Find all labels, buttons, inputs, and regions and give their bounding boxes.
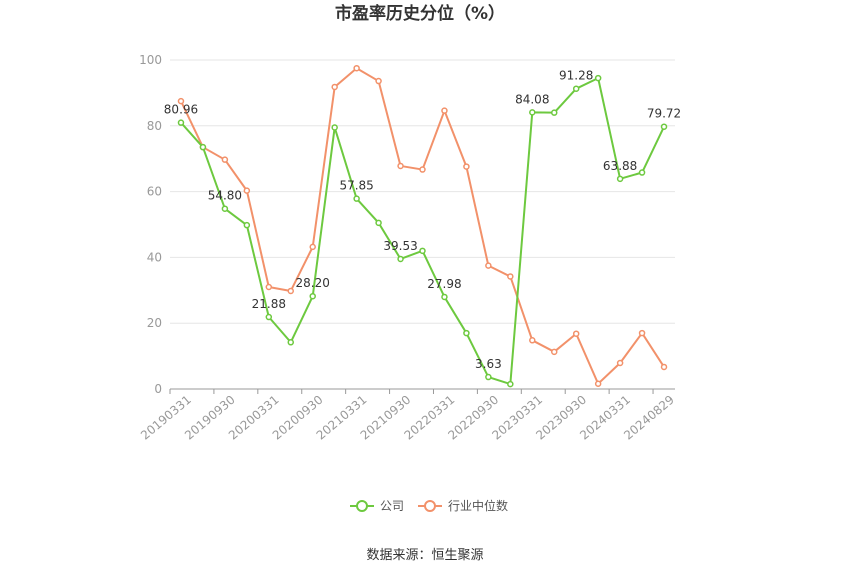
series-0-point[interactable] (309, 292, 316, 300)
data-label: 39.53 (383, 239, 417, 253)
series-0-point[interactable] (441, 293, 448, 301)
series-0-point[interactable] (529, 109, 536, 116)
data-label: 21.88 (252, 297, 286, 311)
series-1-point[interactable] (463, 163, 470, 170)
series-0-point[interactable] (177, 119, 185, 126)
series-1-point[interactable] (353, 64, 360, 72)
series-1-point[interactable] (485, 262, 492, 269)
series-1-point[interactable] (660, 363, 668, 371)
series-line-1 (180, 67, 665, 385)
data-label: 57.85 (339, 179, 373, 193)
data-label: 3.63 (475, 357, 502, 371)
series-0-point[interactable] (660, 123, 668, 130)
series-1-point[interactable] (572, 330, 580, 337)
series-0-point[interactable] (265, 313, 273, 321)
data-label: 63.88 (603, 159, 637, 173)
legend-label: 行业中位数 (448, 498, 508, 513)
series-0-point[interactable] (485, 373, 492, 381)
data-source: 数据来源：恒生聚源 (366, 548, 483, 563)
data-label: 28.20 (296, 276, 330, 290)
series-0-point[interactable] (594, 74, 602, 82)
series-1-point[interactable] (507, 273, 514, 280)
y-tick-label: 60 (147, 185, 162, 199)
data-label: 80.96 (164, 103, 198, 117)
series-lines (177, 64, 668, 388)
series-0-point[interactable] (572, 85, 580, 92)
y-tick-label: 0 (154, 382, 162, 396)
legend-swatch-marker (356, 500, 368, 512)
series-0-point[interactable] (221, 205, 229, 212)
series-1-point[interactable] (243, 187, 251, 194)
y-tick-label: 80 (147, 119, 162, 133)
series-0-point[interactable] (463, 329, 470, 337)
data-labels: 80.96 54.80 21.88 28.20 57.85 39.53 27.98 3.63 8… (164, 69, 681, 371)
series-1-point[interactable] (265, 283, 273, 291)
series-1-point[interactable] (441, 107, 448, 114)
series-0-point[interactable] (199, 143, 207, 151)
y-tick-label: 20 (147, 316, 162, 330)
series-1-point[interactable] (375, 77, 382, 85)
series-1-point[interactable] (397, 162, 404, 170)
series-1-point[interactable] (221, 156, 229, 163)
series-0-point[interactable] (243, 221, 251, 229)
series-0-point[interactable] (616, 175, 624, 183)
series-0-point[interactable] (397, 255, 404, 263)
legend-item-0[interactable]: 公司 (350, 499, 404, 513)
data-label: 54.80 (208, 189, 242, 203)
series-0-point[interactable] (375, 219, 382, 227)
series-0-point[interactable] (331, 124, 338, 131)
data-label: 79.72 (647, 107, 681, 121)
legend-item-1[interactable]: 行业中位数 (418, 498, 508, 513)
series-0-point[interactable] (507, 380, 514, 388)
data-label: 84.08 (515, 92, 549, 106)
legend-label: 公司 (380, 499, 404, 513)
series-0-point[interactable] (287, 339, 295, 346)
series-0-point[interactable] (353, 195, 360, 202)
y-tick-label: 100 (139, 53, 162, 67)
series-0-point[interactable] (550, 109, 558, 116)
data-label: 27.98 (427, 277, 461, 291)
series-line-0 (180, 77, 665, 386)
series-1-point[interactable] (594, 380, 602, 387)
series-1-point[interactable] (177, 97, 185, 105)
series-1-point[interactable] (309, 243, 316, 251)
series-1-point[interactable] (638, 329, 646, 337)
series-1-point[interactable] (529, 337, 536, 344)
series-1-point[interactable] (550, 348, 558, 356)
legend[interactable]: 公司 行业中位数 (350, 498, 508, 513)
series-1-point[interactable] (419, 166, 426, 173)
series-1-point[interactable] (616, 359, 624, 367)
chart-title: 市盈率历史分位（%） (335, 3, 505, 24)
data-label: 91.28 (559, 69, 593, 83)
series-0-point[interactable] (638, 169, 646, 176)
legend-swatch-marker (424, 500, 436, 512)
series-0-point[interactable] (419, 247, 426, 255)
y-tick-label: 40 (147, 250, 162, 264)
series-1-point[interactable] (331, 83, 338, 91)
series-1-point[interactable] (287, 287, 295, 295)
